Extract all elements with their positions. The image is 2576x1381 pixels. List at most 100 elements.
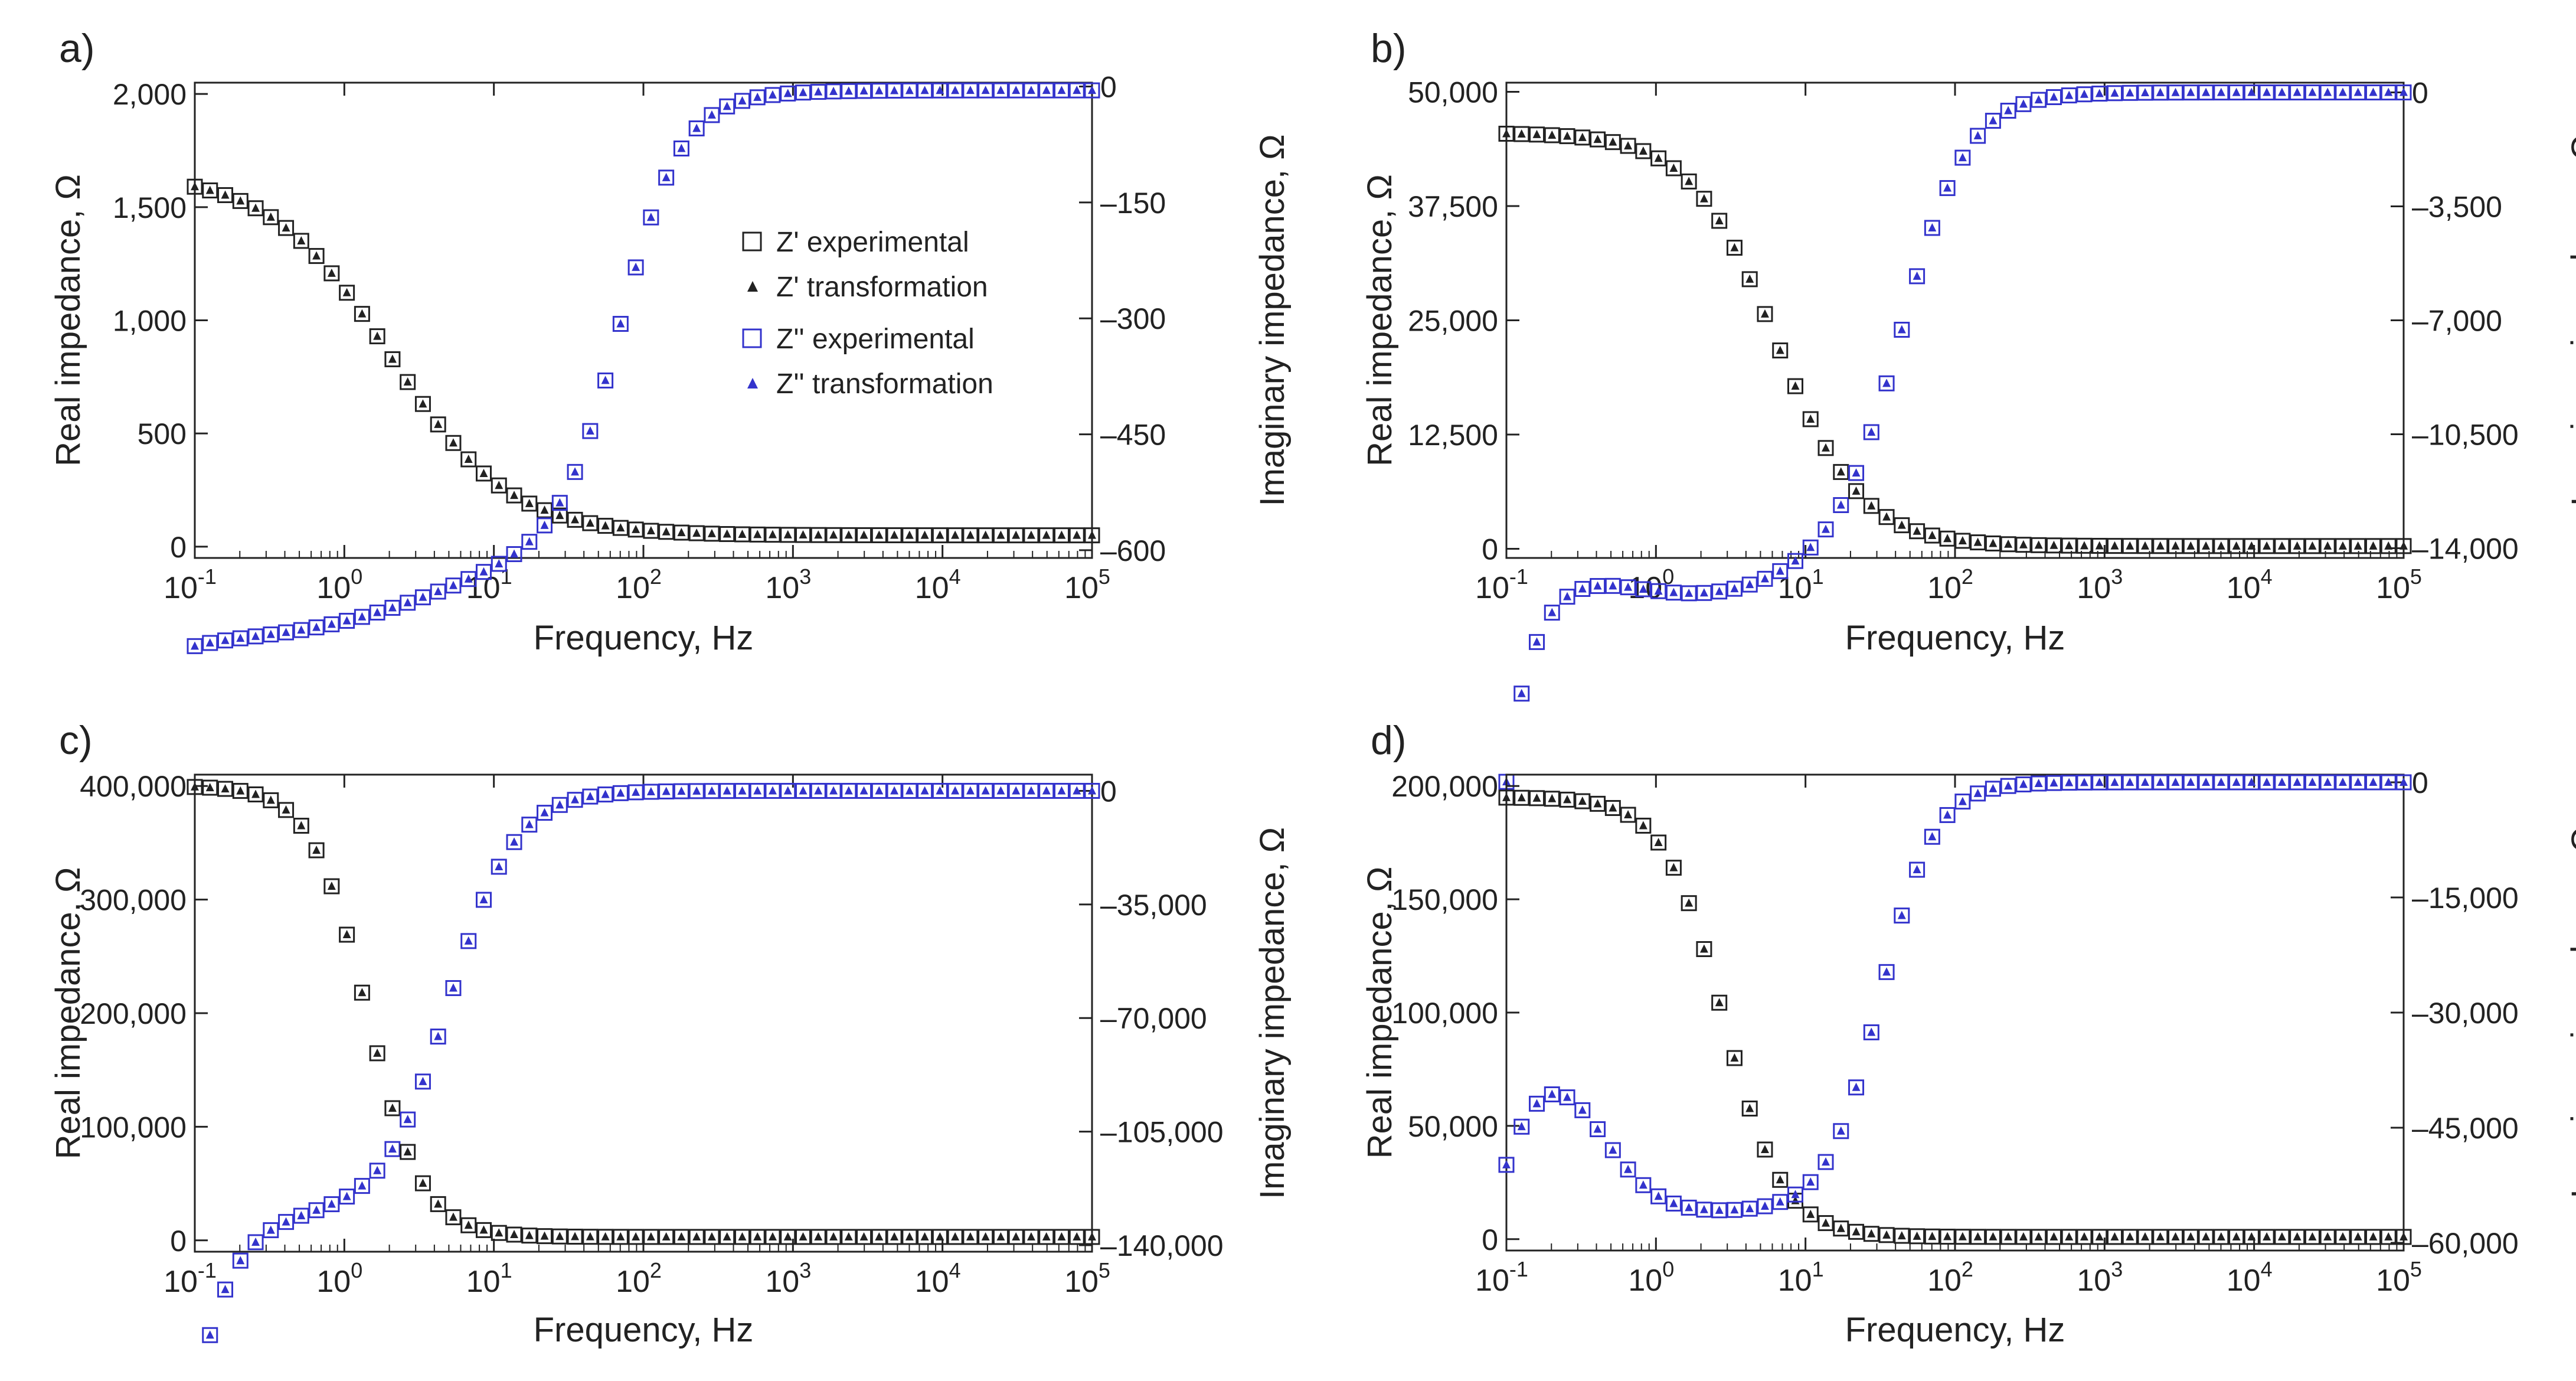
real-exp-point [2289, 1229, 2306, 1245]
real-exp-point [1559, 128, 1575, 145]
real-trans-point [1654, 838, 1663, 847]
real-trans-point [1699, 194, 1708, 203]
imag-exp-point [2045, 89, 2062, 106]
real-trans-point [1639, 146, 1647, 155]
real-exp-point [2395, 538, 2412, 554]
real-trans-point [859, 1232, 868, 1240]
imag-exp-point [1023, 782, 1039, 799]
y2-tick-label: –60,000 [2412, 1227, 2519, 1260]
imag-exp-point [1954, 149, 1971, 166]
imag-exp-point [506, 834, 522, 850]
real-trans-point [1760, 1144, 1769, 1153]
real-exp-point [1513, 789, 1530, 806]
real-exp-point [187, 779, 203, 795]
x-axis-title: Frequency, Hz [1845, 1311, 2065, 1349]
y-tick-label: 2,000 [113, 78, 187, 111]
imag-exp-point [1741, 1200, 1758, 1217]
imag-trans-point [2186, 87, 2195, 96]
x-tick-base: 10 [1778, 1264, 1812, 1298]
imag-exp-point [217, 1281, 234, 1298]
real-exp-point [460, 1217, 477, 1233]
real-trans-point [358, 309, 367, 318]
real-exp-point [2076, 1229, 2093, 1245]
real-trans-point [1624, 141, 1633, 150]
imag-trans-point [951, 786, 960, 795]
real-exp-point [2031, 1229, 2047, 1245]
real-trans-point [616, 1232, 625, 1240]
imag-exp-point [1985, 781, 2001, 797]
imag-trans-point [2369, 87, 2378, 96]
real-trans-point [1852, 486, 1861, 495]
real-exp-point [658, 1229, 675, 1245]
imag-exp-point [1848, 1079, 1865, 1096]
y2-tick-label: –7,000 [2412, 305, 2502, 338]
imag-trans-point [1836, 1126, 1845, 1135]
real-trans-point [1012, 1232, 1021, 1240]
imag-exp-point [1053, 782, 1070, 799]
real-exp-point [1665, 160, 1682, 177]
imag-exp-point [2319, 774, 2336, 791]
y2-axis-title: Imaginary impedance, Ω [1253, 134, 1292, 506]
imag-exp-point [217, 632, 234, 649]
imag-trans-point [495, 559, 504, 567]
imag-exp-point [962, 782, 979, 799]
real-exp-point [263, 792, 279, 808]
real-exp-point [2228, 538, 2245, 554]
imag-trans-point [1822, 1157, 1830, 1166]
imag-exp-point [2076, 774, 2093, 791]
x-tick-label: 104 [2227, 564, 2273, 605]
imag-trans-point [1685, 588, 1694, 597]
real-exp-point [2091, 1229, 2108, 1245]
real-exp-point [551, 507, 568, 524]
imag-trans-point [479, 895, 488, 904]
imag-trans-point [2034, 779, 2043, 788]
imag-trans-point [981, 86, 990, 94]
imag-exp-point [643, 209, 659, 226]
x-tick-exp: 1 [1812, 564, 1824, 589]
imag-exp-point [688, 783, 705, 799]
x-tick-exp: -1 [1509, 564, 1528, 589]
real-trans-point [844, 1232, 853, 1240]
imag-exp-point [704, 107, 720, 123]
real-exp-point [232, 192, 249, 209]
real-trans-point [373, 1048, 382, 1057]
imag-exp-point [992, 82, 1009, 99]
imag-trans-point [1639, 1180, 1647, 1189]
imag-exp-point [232, 1252, 249, 1269]
imag-exp-point [1620, 579, 1636, 596]
real-trans-point [2034, 1232, 2043, 1240]
y2-tick-label: 0 [2412, 77, 2428, 110]
real-trans-point [2186, 1232, 2195, 1240]
imag-trans-point [1057, 86, 1066, 94]
real-trans-point [2308, 541, 2317, 550]
y2-axis-title: Imaginary impedance, Ω [2565, 134, 2576, 506]
imag-trans-point [2338, 778, 2347, 786]
x-tick-base: 10 [765, 1265, 799, 1299]
legend-label: Z'' experimental [776, 324, 975, 355]
real-exp-point [2335, 538, 2351, 554]
imag-trans-point [1943, 810, 1952, 819]
real-exp-point [202, 182, 218, 199]
real-exp-point [1711, 994, 1728, 1011]
real-trans-point [768, 530, 777, 538]
imag-exp-point [2031, 775, 2047, 792]
real-exp-point [1741, 271, 1758, 288]
real-trans-point [571, 1232, 580, 1240]
real-trans-point [890, 530, 899, 539]
imag-trans-point [1730, 584, 1739, 593]
real-exp-point [1604, 800, 1621, 817]
imag-exp-point [597, 372, 614, 388]
real-exp-point [1008, 1229, 1024, 1245]
real-exp-point [810, 527, 826, 543]
real-exp-point [734, 1229, 750, 1245]
real-trans-point [2080, 541, 2088, 550]
imag-exp-point [551, 796, 568, 813]
imag-trans-point [191, 641, 199, 650]
real-trans-point [966, 530, 975, 539]
imag-exp-point [2168, 774, 2184, 791]
real-trans-point [434, 419, 443, 428]
imag-exp-point [1909, 861, 1926, 878]
imag-exp-point [841, 83, 857, 99]
x-tick-base: 10 [164, 571, 198, 605]
imag-trans-point [2232, 778, 2241, 786]
